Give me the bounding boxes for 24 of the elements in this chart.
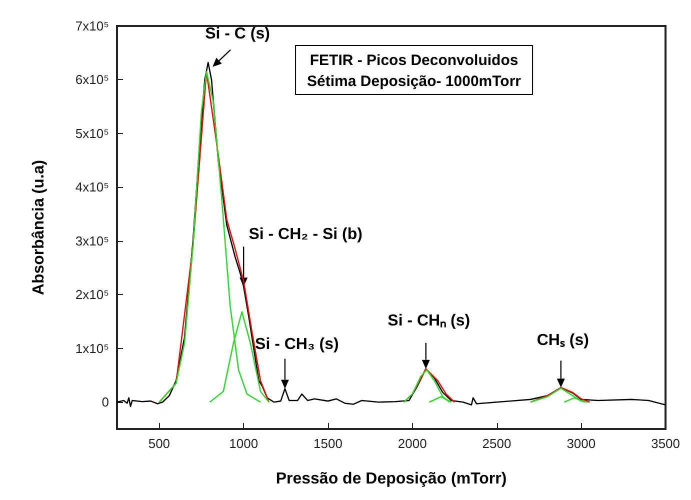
y-axis-title: Absorbância (u.a) (30, 160, 48, 296)
annotation: CHₛ (s) (536, 332, 589, 350)
x-axis-title: Pressão de Deposição (mTorr) (276, 470, 507, 488)
y-tick-label: 1x10⁵ (75, 340, 109, 356)
annotation: Si - CHₙ (s) (388, 312, 470, 330)
x-tick-label: 1000 (229, 436, 258, 451)
y-tick-label: 7x10⁵ (75, 18, 109, 34)
y-tick-label: 0 (102, 394, 109, 410)
x-tick-label: 2500 (482, 436, 512, 451)
y-tick-label: 5x10⁵ (75, 126, 109, 141)
text: FETIR - Picos Deconvoluidos (310, 52, 518, 69)
y-tick-label: 6x10⁵ (75, 72, 109, 88)
annotation: Si - CH₃ (s) (255, 336, 339, 354)
x-tick-label: 500 (148, 436, 170, 451)
y-tick-label: 3x10⁵ (75, 233, 109, 248)
text: Sétima Deposição- 1000mTorr (307, 73, 522, 90)
x-tick-label: 3000 (566, 436, 596, 451)
annotation: Si - C (s) (205, 25, 270, 42)
x-tick-label: 3500 (651, 436, 680, 451)
x-tick-label: 2000 (398, 436, 427, 451)
x-tick-label: 1500 (314, 436, 342, 451)
y-tick-label: 2x10⁵ (75, 287, 109, 302)
y-tick-label: 4x10⁵ (75, 180, 109, 195)
annotation: Si - CH₂ - Si (b) (248, 226, 362, 244)
